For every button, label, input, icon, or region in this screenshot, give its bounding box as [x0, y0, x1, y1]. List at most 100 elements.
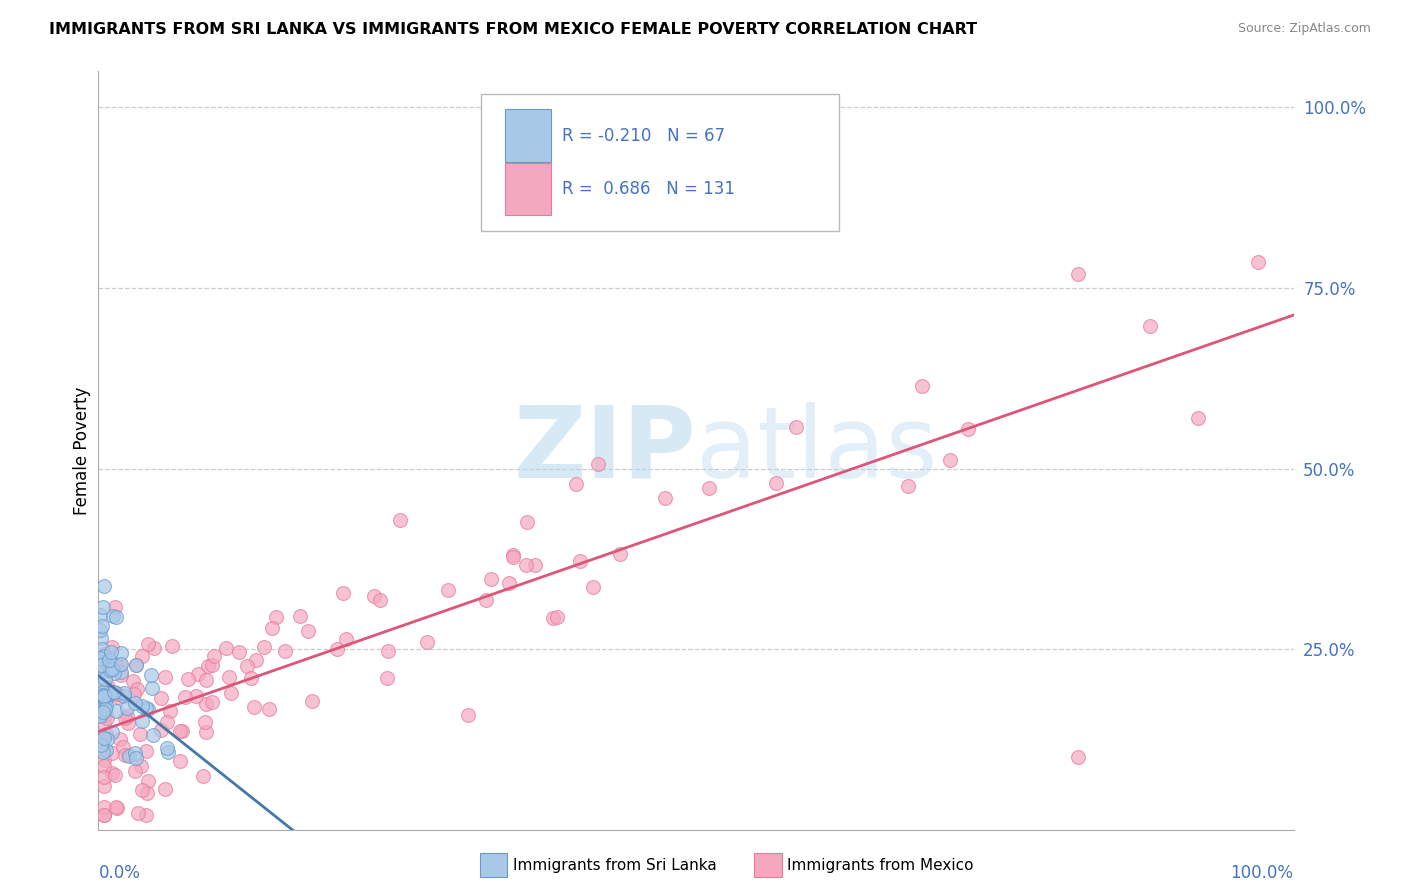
Point [101, 608, 124, 623]
Point [609, 547, 631, 561]
Point [765, 476, 787, 491]
Point [697, 481, 720, 495]
Point [1247, 254, 1270, 268]
Point [416, 634, 439, 648]
Point [93, 697, 115, 711]
Point [127, 681, 149, 696]
Point [103, 665, 125, 680]
Point [131, 699, 153, 714]
Y-axis label: Female Poverty: Female Poverty [73, 386, 91, 515]
Text: Source: ZipAtlas.com: Source: ZipAtlas.com [1237, 22, 1371, 36]
Point [90, 632, 112, 646]
Point [94, 743, 117, 757]
Point [115, 708, 138, 723]
Point [105, 686, 128, 700]
Point [93, 673, 115, 687]
Point [125, 658, 148, 673]
Point [90, 738, 112, 752]
Point [186, 690, 208, 704]
Point [118, 748, 141, 763]
Point [97, 653, 120, 667]
Point [475, 592, 498, 607]
Point [93, 647, 115, 661]
Point [131, 759, 153, 773]
Point [93, 759, 115, 773]
Point [150, 690, 173, 705]
Point [104, 610, 127, 624]
Point [93, 799, 115, 814]
Point [108, 732, 131, 747]
Point [252, 640, 274, 654]
Point [114, 747, 136, 762]
Point [96, 710, 118, 724]
Point [546, 610, 568, 624]
Point [93, 808, 115, 822]
Point [115, 700, 138, 714]
Point [156, 740, 179, 755]
Point [93, 648, 115, 663]
Point [107, 690, 129, 705]
Point [375, 671, 398, 685]
Point [201, 657, 224, 672]
Point [93, 683, 115, 698]
Point [335, 632, 357, 647]
Point [124, 764, 146, 779]
Point [131, 782, 153, 797]
Point [89, 709, 111, 723]
Point [172, 724, 194, 739]
FancyBboxPatch shape [505, 163, 551, 215]
Point [195, 697, 218, 711]
Point [104, 704, 127, 718]
Point [107, 801, 129, 815]
Point [654, 491, 676, 506]
Point [131, 648, 153, 663]
Point [939, 453, 962, 467]
Point [187, 667, 209, 681]
Point [94, 727, 117, 741]
Point [91, 641, 114, 656]
Point [197, 659, 219, 673]
Point [112, 740, 135, 755]
Point [160, 639, 183, 653]
Point [1139, 319, 1161, 334]
Point [131, 714, 153, 728]
Point [91, 689, 114, 703]
Point [93, 770, 115, 784]
Point [98, 658, 121, 673]
Point [221, 686, 243, 700]
Point [457, 707, 479, 722]
Point [100, 645, 122, 659]
Point [103, 685, 125, 699]
Point [264, 610, 287, 624]
Point [94, 703, 117, 717]
Point [515, 558, 537, 572]
Text: IMMIGRANTS FROM SRI LANKA VS IMMIGRANTS FROM MEXICO FEMALE POVERTY CORRELATION C: IMMIGRANTS FROM SRI LANKA VS IMMIGRANTS … [49, 22, 977, 37]
Point [91, 745, 114, 759]
Point [502, 549, 524, 563]
Point [101, 746, 124, 760]
Point [363, 589, 385, 603]
Point [502, 549, 524, 564]
Point [96, 732, 118, 747]
Point [108, 658, 131, 673]
Point [150, 723, 173, 738]
Point [377, 644, 399, 658]
Point [98, 650, 121, 665]
Point [332, 586, 354, 600]
Point [142, 640, 165, 655]
Point [326, 642, 349, 657]
Point [257, 702, 280, 716]
Point [96, 690, 118, 705]
Point [389, 513, 412, 527]
Point [100, 725, 122, 739]
Point [110, 665, 132, 680]
Text: 0.0%: 0.0% [98, 863, 141, 881]
Point [159, 704, 181, 718]
Point [90, 688, 112, 702]
Point [121, 673, 143, 688]
Point [136, 701, 159, 715]
Point [110, 646, 132, 660]
Point [101, 662, 124, 676]
Point [127, 805, 149, 820]
Point [90, 618, 112, 632]
